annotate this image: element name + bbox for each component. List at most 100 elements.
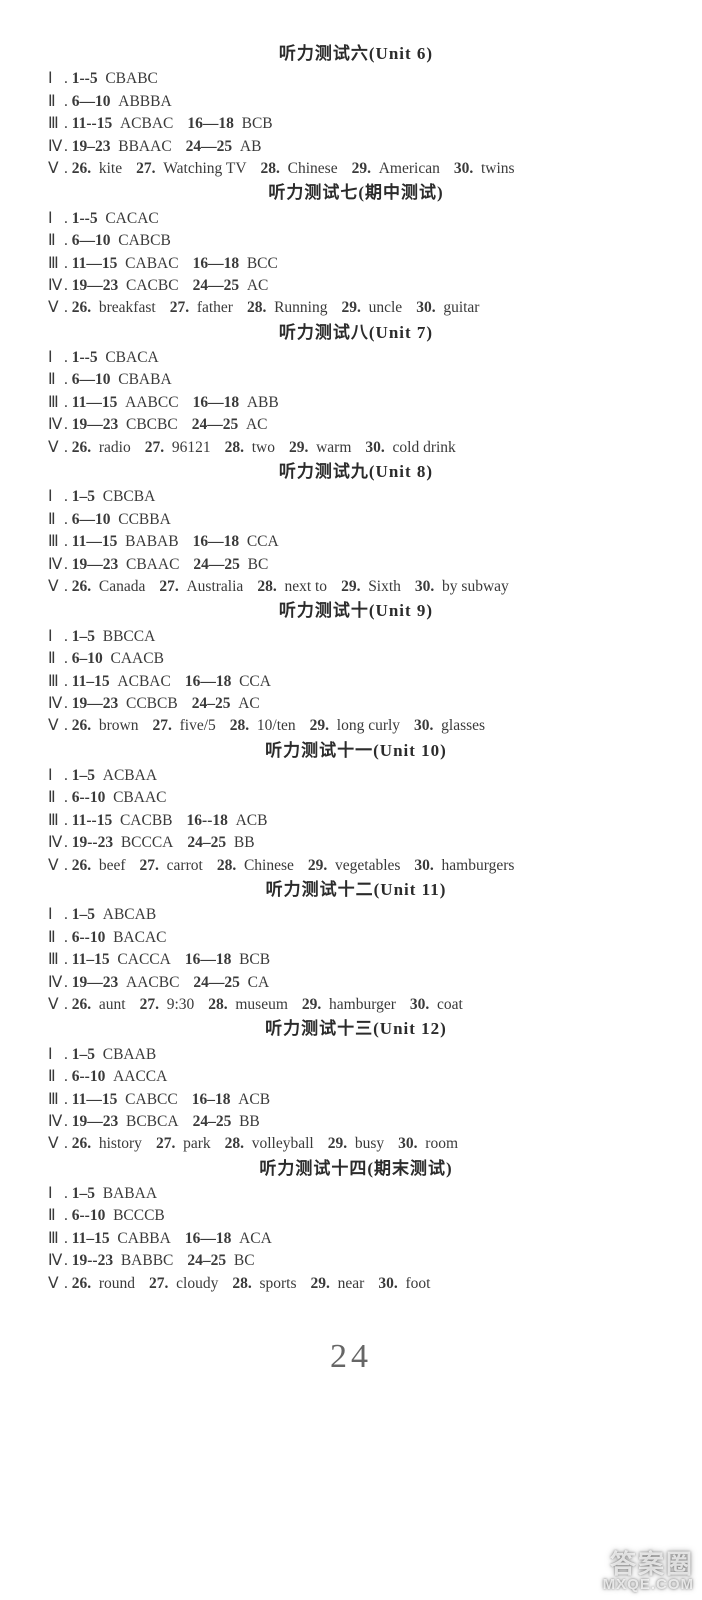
answer-value: BCCCA (121, 834, 174, 851)
answer-line: Ⅱ. 6--10 AACCA (48, 1066, 664, 1087)
answer-segment: 6—10 CCBBA (72, 511, 171, 528)
answer-segment: 6—10 CBABA (72, 371, 172, 388)
answer-value: by subway (442, 578, 509, 595)
answer-value: BCCCB (113, 1207, 165, 1224)
answer-segment: 6--10 BACAC (72, 929, 167, 946)
answer-spacer (117, 1091, 125, 1108)
answer-segment: 29. near (311, 1275, 365, 1292)
answer-line: Ⅲ. 11—15 CABCC16–18 ACB (48, 1089, 664, 1110)
answer-label: 30. (410, 996, 429, 1013)
answer-segment: 30. hamburgers (414, 857, 514, 874)
answer-label: 27. (156, 1135, 175, 1152)
answer-value: CACBB (120, 812, 173, 829)
watermark: 答案圈 MXQE.COM (603, 1551, 694, 1592)
roman-numeral: Ⅱ (48, 1205, 64, 1226)
answer-label: 29. (341, 299, 360, 316)
answer-label: 24–25 (192, 695, 231, 712)
answer-segment: 16—18 BCB (185, 951, 270, 968)
answer-segment: 16—18 BCC (193, 255, 278, 272)
answer-spacer (118, 974, 126, 991)
answer-label: 6—10 (72, 232, 111, 249)
answer-segment: 28. Chinese (261, 160, 338, 177)
roman-numeral: Ⅴ (48, 576, 64, 597)
answer-segment: 26. radio (72, 439, 131, 456)
answer-value: CCBCB (126, 695, 178, 712)
roman-numeral: Ⅳ (48, 275, 64, 296)
answer-segment: 6–10 CAACB (72, 650, 164, 667)
punct-dot: . (64, 1230, 72, 1247)
answer-spacer (118, 1113, 126, 1130)
answer-segment: 30. cold drink (365, 439, 455, 456)
answer-segment: 24—25 AB (186, 138, 262, 155)
answer-segment: 26. history (72, 1135, 142, 1152)
roman-numeral: Ⅱ (48, 230, 64, 251)
punct-dot: . (64, 857, 72, 874)
punct-dot: . (64, 371, 72, 388)
answer-segment: 30. twins (454, 160, 515, 177)
answer-label: 26. (72, 160, 91, 177)
answer-line: Ⅳ. 19—23 BCBCA24–25 BB (48, 1111, 664, 1132)
answer-label: 6--10 (72, 789, 106, 806)
answer-value: CABAC (125, 255, 178, 272)
answer-segment: 29. busy (328, 1135, 384, 1152)
answer-segment: 24—25 AC (192, 416, 268, 433)
answer-label: 27. (140, 857, 159, 874)
roman-numeral: Ⅲ (48, 113, 64, 134)
answer-segment: 24–25 BB (187, 834, 254, 851)
answer-value: aunt (99, 996, 126, 1013)
answer-value: CACAC (105, 210, 158, 227)
answer-label: 1–5 (72, 767, 95, 784)
answer-line: Ⅱ. 6—10 CCBBA (48, 509, 664, 530)
answer-segment: 19—23 CBAAC (72, 556, 180, 573)
answer-line: Ⅳ. 19--23 BABBC24–25 BC (48, 1250, 664, 1271)
answer-spacer (371, 160, 379, 177)
answer-value: 9:30 (167, 996, 195, 1013)
answer-label: 1--5 (72, 70, 98, 87)
section-title: 听力测试十一(Unit 10) (48, 739, 664, 762)
answer-spacer (91, 1135, 99, 1152)
answer-spacer (118, 695, 126, 712)
answer-line: Ⅲ. 11--15 ACBAC16—18 BCB (48, 113, 664, 134)
punct-dot: . (64, 929, 72, 946)
watermark-cn: 答案圈 (603, 1551, 694, 1577)
answer-spacer (234, 115, 242, 132)
answer-line: Ⅰ. 1–5 ACBAA (48, 765, 664, 786)
answer-spacer (239, 277, 247, 294)
answer-segment: 19--23 BABBC (72, 1252, 174, 1269)
answer-line: Ⅳ. 19—23 CCBCB24–25 AC (48, 693, 664, 714)
answer-value: history (99, 1135, 142, 1152)
answer-segment: 19—23 CBCBC (72, 416, 178, 433)
punct-dot: . (64, 232, 72, 249)
answer-line: Ⅴ. 26. Canada27. Australia28. next to29.… (48, 576, 664, 597)
answer-label: 11--15 (72, 812, 112, 829)
answer-line: Ⅲ. 11--15 CACBB16--18 ACB (48, 810, 664, 831)
answer-segment: 1–5 BABAA (72, 1185, 157, 1202)
roman-numeral: Ⅳ (48, 554, 64, 575)
answer-segment: 29. warm (289, 439, 351, 456)
answer-segment: 28. 10/ten (230, 717, 296, 734)
answer-spacer (105, 1207, 113, 1224)
answer-line: Ⅴ. 26. round27. cloudy28. sports29. near… (48, 1273, 664, 1294)
answer-label: 1–5 (72, 1046, 95, 1063)
answer-segment: 28. two (225, 439, 275, 456)
answer-spacer (228, 812, 236, 829)
answer-segment: 29. American (352, 160, 440, 177)
answer-value: American (379, 160, 440, 177)
answer-spacer (112, 812, 120, 829)
punct-dot: . (64, 1207, 72, 1224)
answer-label: 24–25 (193, 1113, 232, 1130)
answer-spacer (91, 857, 99, 874)
answer-spacer (95, 1046, 103, 1063)
answer-spacer (361, 299, 369, 316)
answer-label: 24–25 (187, 1252, 226, 1269)
roman-numeral: Ⅰ (48, 904, 64, 925)
answer-label: 16—18 (185, 951, 232, 968)
answer-value: CACBC (126, 277, 179, 294)
answer-value: 96121 (172, 439, 211, 456)
answer-segment: 29. Sixth (341, 578, 401, 595)
answer-segment: 28. Chinese (217, 857, 294, 874)
roman-numeral: Ⅰ (48, 765, 64, 786)
answer-segment: 16—18 ABB (193, 394, 279, 411)
answer-spacer (434, 578, 442, 595)
answer-value: Sixth (368, 578, 401, 595)
